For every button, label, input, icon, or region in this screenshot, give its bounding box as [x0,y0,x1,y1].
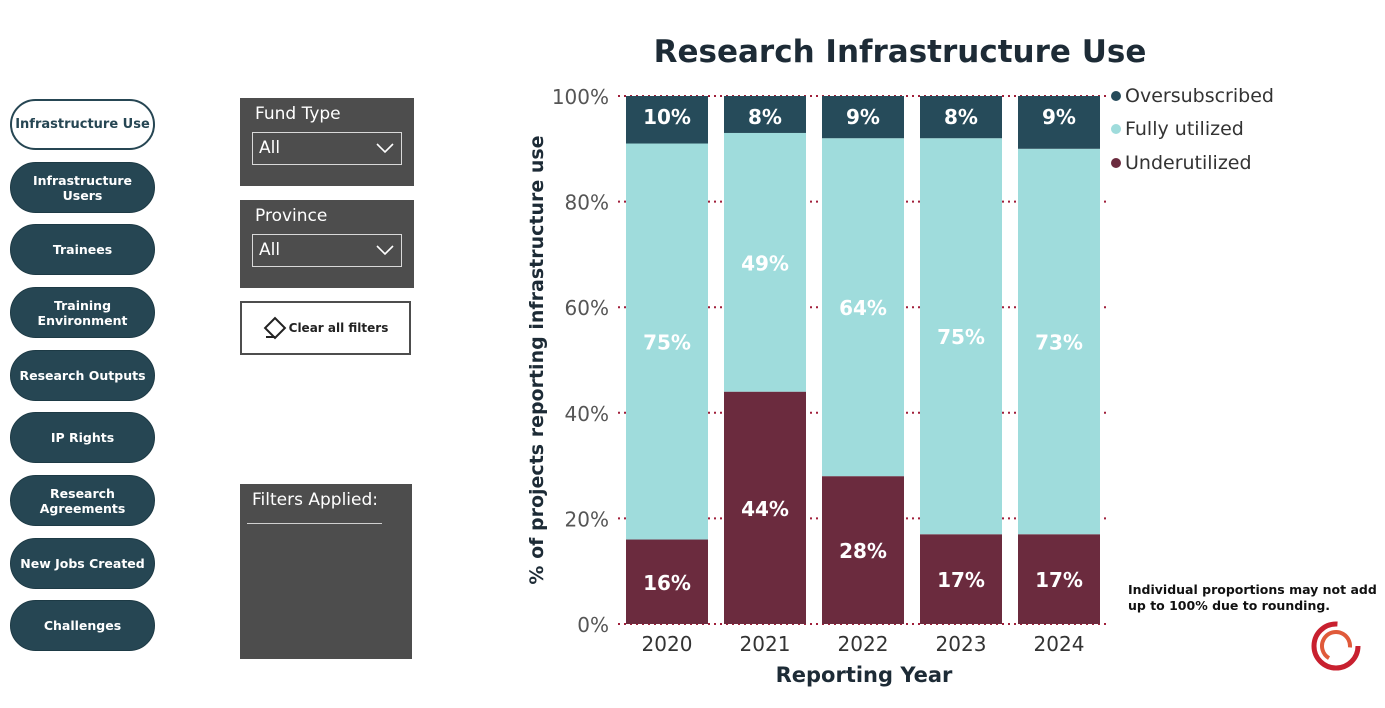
eraser-icon [263,316,286,340]
legend-oversubscribed: Oversubscribed [1111,85,1274,107]
y-tick-label: 80% [565,191,609,215]
bar-segment-oversubscribed[interactable] [724,96,806,133]
data-label: 75% [937,325,985,349]
x-tick-label: 2023 [936,632,987,656]
chevron-down-icon [376,143,394,154]
province-slicer: Province All [240,200,414,288]
nav-infrastructure-use-button[interactable]: Infrastructure Use [10,99,155,150]
fund-type-value: All [259,138,281,158]
y-tick-label: 0% [577,613,609,637]
bar-segment-underutilized[interactable] [724,391,806,624]
x-tick-label: 2020 [642,632,693,656]
data-label: 28% [839,539,887,563]
x-tick-label: 2024 [1034,632,1085,656]
nav-challenges-button[interactable]: Challenges [10,600,155,651]
chart-title: Research Infrastructure Use [653,34,1147,70]
legend-label: Oversubscribed [1125,85,1274,107]
data-label: 10% [643,105,691,129]
y-tick-label: 20% [565,507,609,531]
province-label: Province [255,206,328,226]
province-dropdown[interactable]: All [252,234,402,267]
nav-training-environment-button[interactable]: Training Environment [10,287,155,338]
bar-segment-oversubscribed[interactable] [1018,96,1100,149]
clear-all-filters-label: Clear all filters [288,321,389,335]
legend-dot-underutilized [1111,158,1121,168]
bars: 16% 75% 10% 44% 49% 8% 28% 64% 9% 17% 75% 8% 17% 73% 9… [626,96,1100,624]
axis-ticks: 0% 20% 40% 60% 80% 100% 2020 2021 2022 2023 2024 [552,85,1085,656]
bar-segment-oversubscribed[interactable] [822,96,904,139]
x-tick-label: 2022 [838,632,889,656]
fund-type-label: Fund Type [255,104,341,124]
data-label: 8% [944,105,978,129]
legend-label: Fully utilized [1125,118,1244,140]
filters-applied-title: Filters Applied: [252,490,378,510]
y-tick-label: 40% [565,402,609,426]
fund-type-dropdown[interactable]: All [252,132,402,165]
bar-segment-fully-utilized[interactable] [1018,148,1100,535]
bar-segment-oversubscribed[interactable] [626,96,708,144]
data-label: 44% [741,497,789,521]
data-label: 49% [741,251,789,275]
data-label: 17% [937,568,985,592]
clear-all-filters-button[interactable]: Clear all filters [240,301,411,355]
legend-fully-utilized: Fully utilized [1111,118,1244,140]
y-tick-label: 100% [552,85,609,109]
x-axis-label: Reporting Year [776,663,953,687]
y-axis-label: % of projects reporting infrastructure u… [526,135,548,584]
data-label: 8% [748,105,782,129]
legend-underutilized: Underutilized [1111,152,1252,174]
x-tick-label: 2021 [740,632,791,656]
nav-research-outputs-button[interactable]: Research Outputs [10,350,155,401]
data-label: 9% [846,105,880,129]
nav-new-jobs-created-button[interactable]: New Jobs Created [10,538,155,589]
nav-infrastructure-users-button[interactable]: Infrastructure Users [10,162,155,213]
legend-label: Underutilized [1125,152,1252,174]
organization-logo [1311,621,1361,671]
y-tick-label: 60% [565,296,609,320]
legend-dot-oversubscribed [1111,91,1121,101]
bar-segment-oversubscribed[interactable] [920,96,1002,139]
bar-segment-fully-utilized[interactable] [626,143,708,540]
data-label: 16% [643,571,691,595]
province-value: All [259,240,281,260]
legend-dot-fully-utilized [1111,124,1121,134]
data-label: 64% [839,296,887,320]
filters-divider [247,523,382,524]
bar-segment-underutilized[interactable] [822,476,904,624]
nav-ip-rights-button[interactable]: IP Rights [10,412,155,463]
nav-trainees-button[interactable]: Trainees [10,224,155,275]
nav-research-agreements-button[interactable]: Research Agreements [10,475,155,526]
data-label: 9% [1042,105,1076,129]
bar-segment-underutilized[interactable] [626,539,708,624]
bar-segment-fully-utilized[interactable] [822,138,904,477]
filters-applied-panel: Filters Applied: [240,484,412,659]
bar-segment-underutilized[interactable] [1018,534,1100,624]
bar-segment-underutilized[interactable] [920,534,1002,624]
data-label: 73% [1035,331,1083,355]
bar-segment-fully-utilized[interactable] [920,138,1002,535]
data-label: 17% [1035,568,1083,592]
bar-segment-fully-utilized[interactable] [724,132,806,392]
chevron-down-icon [376,245,394,256]
fund-type-slicer: Fund Type All [240,98,414,186]
data-label: 75% [643,331,691,355]
rounding-note: Individual proportions may not add up to… [1128,582,1377,613]
